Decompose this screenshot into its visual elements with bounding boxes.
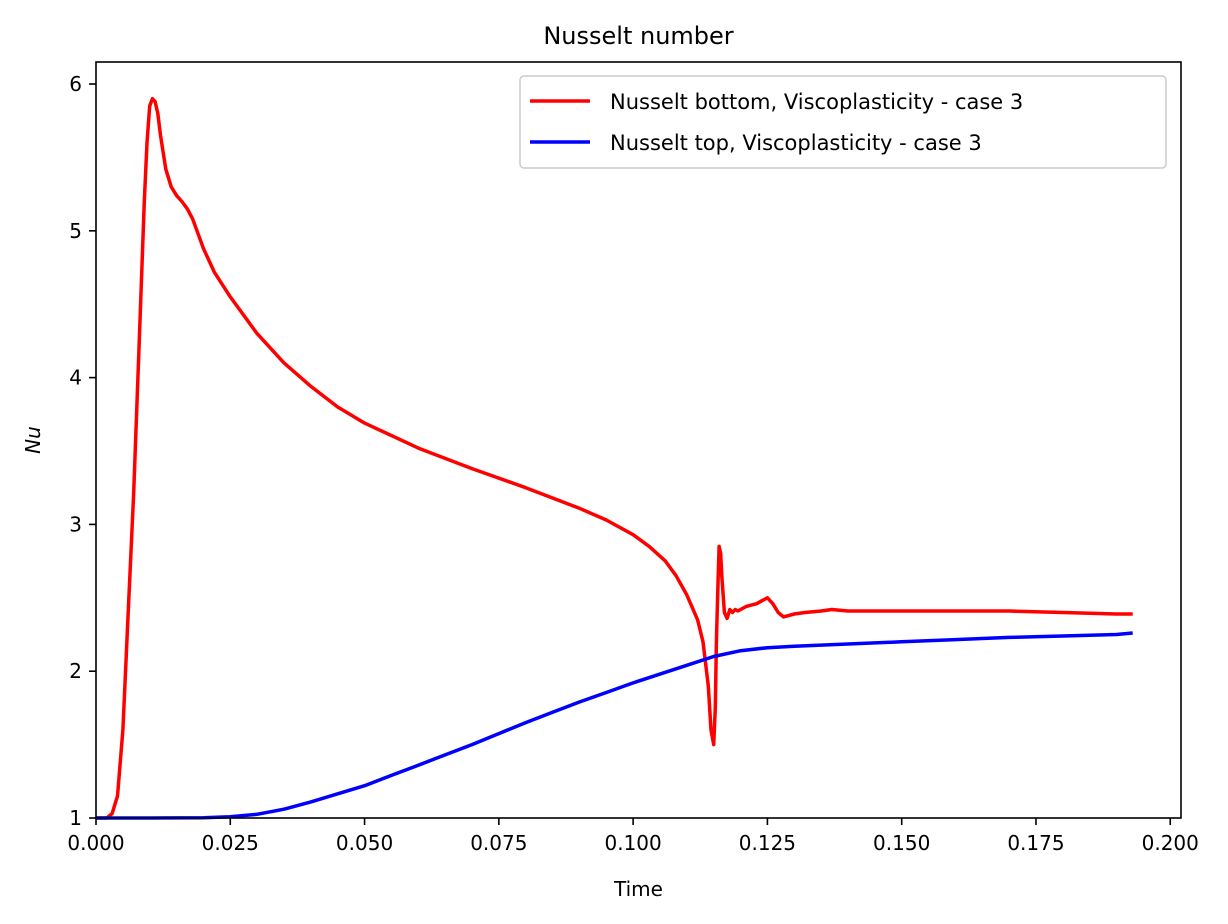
x-axis-label: Time	[613, 877, 663, 901]
x-tick-label: 0.100	[604, 831, 661, 855]
x-tick-label: 0.150	[873, 831, 930, 855]
y-tick-label: 6	[69, 72, 82, 96]
y-tick-label: 3	[69, 512, 82, 536]
legend: Nusselt bottom, Viscoplasticity - case 3…	[519, 75, 1167, 169]
x-tick-label: 0.050	[336, 831, 393, 855]
x-tick-label: 0.000	[67, 831, 124, 855]
legend-entry-top: Nusselt top, Viscoplasticity - case 3	[610, 131, 982, 155]
x-tick-label: 0.025	[202, 831, 259, 855]
series-layer	[96, 96, 1133, 820]
y-axis-ticks: 1 2 3 4 5 6	[69, 72, 96, 830]
x-tick-label: 0.125	[739, 831, 796, 855]
series-line-1	[96, 631, 1133, 820]
y-tick-label: 5	[69, 219, 82, 243]
y-tick-label: 1	[69, 806, 82, 830]
y-axis-label: Nu	[21, 426, 45, 454]
series-line-0	[96, 96, 1133, 820]
legend-box	[519, 75, 1167, 169]
x-tick-label: 0.200	[1142, 831, 1199, 855]
x-axis-ticks: 0.000 0.025 0.050 0.075 0.100 0.125 0.150 0.175…	[67, 818, 1199, 855]
y-tick-label: 2	[69, 659, 82, 683]
x-tick-label: 0.175	[1007, 831, 1064, 855]
chart-title: Nusselt number	[543, 22, 733, 50]
y-tick-label: 4	[69, 366, 82, 390]
x-tick-label: 0.075	[470, 831, 527, 855]
legend-entry-bottom: Nusselt bottom, Viscoplasticity - case 3	[610, 90, 1023, 114]
plot-frame	[95, 61, 1182, 819]
